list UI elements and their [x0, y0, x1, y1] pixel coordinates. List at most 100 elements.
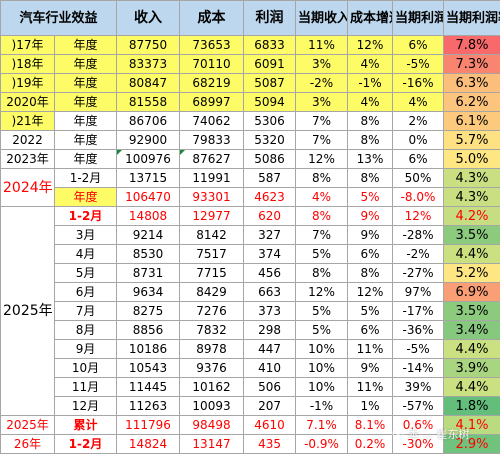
year-cell: 26年 [1, 435, 55, 454]
profit-cell: 327 [244, 226, 296, 245]
margin-cell: 1.8% [444, 397, 500, 416]
cost-cell: 10093 [180, 397, 244, 416]
table-row: 9月 10186 8978 447 10% 11% -5% 4.4% [1, 340, 500, 359]
profit-cell: 207 [244, 397, 296, 416]
cost-growth-cell: 11% [348, 340, 393, 359]
header-title: 汽车行业效益 [1, 1, 117, 36]
table-row: 2022 年度 92900 79833 5320 7% 8% 0% 5.7% [1, 131, 500, 150]
header-revenue-growth: 当期收入增速 [296, 1, 348, 36]
cost-cell: 74062 [180, 112, 244, 131]
table-row: 8月 8856 7832 298 5% 6% -36% 3.4% [1, 321, 500, 340]
revenue-cell: 14824 [117, 435, 180, 454]
header-cost-growth: 成本增速 [348, 1, 393, 36]
revenue-growth-cell: -1% [296, 397, 348, 416]
profit-cell: 447 [244, 340, 296, 359]
cost-growth-cell: 6% [348, 245, 393, 264]
revenue-cell: 10186 [117, 340, 180, 359]
period-cell: 9月 [55, 340, 117, 359]
margin-cell: 6.2% [444, 93, 500, 112]
table-row: 2025年 1-2月 14808 12977 620 8% 9% 12% 4.2… [1, 207, 500, 226]
margin-cell: 4.4% [444, 378, 500, 397]
profit-growth-cell: -5% [393, 340, 444, 359]
revenue-cell: 14808 [117, 207, 180, 226]
cost-growth-cell: -1% [348, 74, 393, 93]
profit-cell: 4610 [244, 416, 296, 435]
spreadsheet-view: 汽车行业效益 收入 成本 利润 当期收入增速 成本增速 当期利润增速 当期利润率… [0, 0, 500, 444]
period-cell: 8月 [55, 321, 117, 340]
table-row: 6月 9634 8429 663 12% 12% 97% 6.9% [1, 283, 500, 302]
profit-cell: 587 [244, 169, 296, 188]
cost-cell: 68997 [180, 93, 244, 112]
cost-growth-cell: 8% [348, 264, 393, 283]
table-row: )19年 年度 80847 68219 5087 -2% -1% -16% 6.… [1, 74, 500, 93]
header-profit-growth: 当期利润增速 [393, 1, 444, 36]
year-cell: )18年 [1, 55, 55, 74]
watermark-logo-icon [392, 427, 404, 439]
revenue-cell: 8275 [117, 302, 180, 321]
period-cell: 3月 [55, 226, 117, 245]
margin-cell: 4.3% [444, 169, 500, 188]
profit-cell: 456 [244, 264, 296, 283]
margin-cell: 5.7% [444, 131, 500, 150]
revenue-growth-cell: 10% [296, 378, 348, 397]
cost-cell: 73653 [180, 36, 244, 55]
profit-growth-cell: -2% [393, 245, 444, 264]
cost-cell: 7517 [180, 245, 244, 264]
year-cell: 2020年 [1, 93, 55, 112]
margin-cell: 6.9% [444, 283, 500, 302]
profit-cell: 410 [244, 359, 296, 378]
period-cell: 4月 [55, 245, 117, 264]
margin-cell: 3.4% [444, 321, 500, 340]
profit-cell: 620 [244, 207, 296, 226]
margin-cell: 6.3% [444, 74, 500, 93]
period-cell: 10月 [55, 359, 117, 378]
period-cell: 年度 [55, 55, 117, 74]
profit-growth-cell: 6% [393, 150, 444, 169]
cost-growth-cell: 8.1% [348, 416, 393, 435]
header-row: 汽车行业效益 收入 成本 利润 当期收入增速 成本增速 当期利润增速 当期利润率 [1, 1, 500, 36]
table-row: 2024年 1-2月 13715 11991 587 8% 8% 50% 4.3… [1, 169, 500, 188]
profit-cell: 6833 [244, 36, 296, 55]
cost-cell: 87627 [180, 150, 244, 169]
margin-cell: 4.3% [444, 188, 500, 207]
revenue-growth-cell: 4% [296, 188, 348, 207]
period-cell: 年度 [55, 188, 117, 207]
revenue-growth-cell: 12% [296, 150, 348, 169]
cost-growth-cell: 8% [348, 131, 393, 150]
margin-cell: 4.4% [444, 340, 500, 359]
period-cell: 12月 [55, 397, 117, 416]
revenue-cell: 8530 [117, 245, 180, 264]
profit-growth-cell: -28% [393, 226, 444, 245]
profit-cell: 4623 [244, 188, 296, 207]
margin-cell: 3.5% [444, 302, 500, 321]
table-row: 26年 1-2月 14824 13147 435 -0.9% 0.2% -30%… [1, 435, 500, 454]
year-cell: 2023年 [1, 150, 55, 169]
period-cell: 年度 [55, 93, 117, 112]
revenue-growth-cell: 7% [296, 131, 348, 150]
cost-growth-cell: 4% [348, 55, 393, 74]
table-row: 年度 106470 93301 4623 4% 5% -8.0% 4.3% [1, 188, 500, 207]
profit-growth-cell: -8.0% [393, 188, 444, 207]
period-cell: 1-2月 [55, 435, 117, 454]
revenue-cell: 106470 [117, 188, 180, 207]
margin-cell: 6.1% [444, 112, 500, 131]
cost-growth-cell: 9% [348, 226, 393, 245]
table-row: 3月 9214 8142 327 7% 9% -28% 3.5% [1, 226, 500, 245]
revenue-growth-cell: 7% [296, 112, 348, 131]
profit-growth-cell: 4% [393, 93, 444, 112]
header-revenue: 收入 [117, 1, 180, 36]
period-cell: 年度 [55, 74, 117, 93]
cost-cell: 68219 [180, 74, 244, 93]
profit-growth-cell: -16% [393, 74, 444, 93]
cost-cell: 8429 [180, 283, 244, 302]
revenue-growth-cell: 10% [296, 340, 348, 359]
cost-cell: 9376 [180, 359, 244, 378]
table-row: 2023年 年度 100976 87627 5086 12% 13% 6% 5.… [1, 150, 500, 169]
profit-growth-cell: 2% [393, 112, 444, 131]
table-row: 2025年 累计 111796 98498 4610 7.1% 8.1% 0.6… [1, 416, 500, 435]
profit-cell: 298 [244, 321, 296, 340]
revenue-growth-cell: 12% [296, 283, 348, 302]
cost-growth-cell: 8% [348, 169, 393, 188]
period-cell: 1-2月 [55, 207, 117, 226]
profit-cell: 5320 [244, 131, 296, 150]
